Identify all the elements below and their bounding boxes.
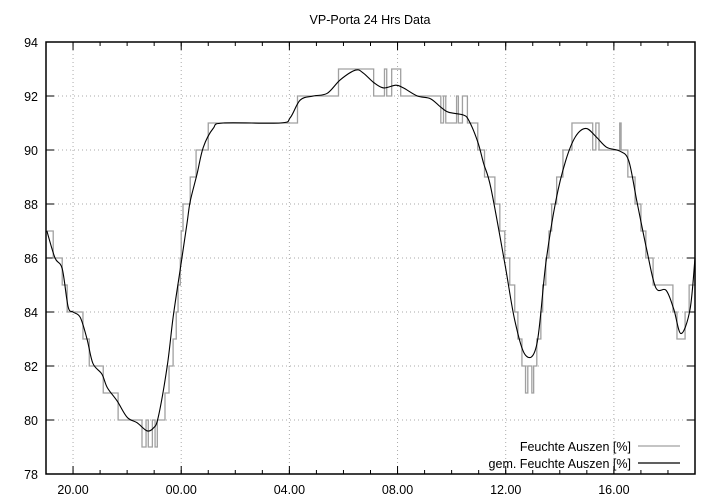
- y-tick-label: 80: [24, 414, 38, 428]
- y-tick-label: 84: [24, 306, 38, 320]
- x-tick-label: 04.00: [274, 483, 305, 497]
- y-tick-label: 90: [24, 144, 38, 158]
- y-tick-label: 86: [24, 252, 38, 266]
- chart-title: VP-Porta 24 Hrs Data: [310, 13, 431, 27]
- x-tick-label: 16.00: [598, 483, 629, 497]
- x-tick-label: 20.00: [57, 483, 88, 497]
- plot-frame: [45, 41, 696, 475]
- y-tick-label: 92: [24, 90, 38, 104]
- series-group: [46, 68, 696, 448]
- y-tick-label: 94: [24, 36, 38, 50]
- grid: [46, 42, 695, 474]
- x-tick-label: 00.00: [166, 483, 197, 497]
- legend-label-raw: Feuchte Auszen [%]: [520, 440, 631, 454]
- y-tick-label: 82: [24, 360, 38, 374]
- series-raw-line: [46, 68, 696, 448]
- y-tick-label: 78: [24, 468, 38, 482]
- legend-label-smooth: gem. Feuchte Auszen [%]: [489, 457, 631, 471]
- x-tick-label: 08.00: [382, 483, 413, 497]
- series-smooth-line: [46, 69, 696, 432]
- y-tick-label: 88: [24, 198, 38, 212]
- legend: Feuchte Auszen [%] gem. Feuchte Auszen […: [489, 440, 680, 471]
- axis-ticks: 78 80 82 84 86 88 90 92 94 20.00 00.00 04.00 08.00 12…: [24, 36, 695, 497]
- x-tick-label: 12.00: [490, 483, 521, 497]
